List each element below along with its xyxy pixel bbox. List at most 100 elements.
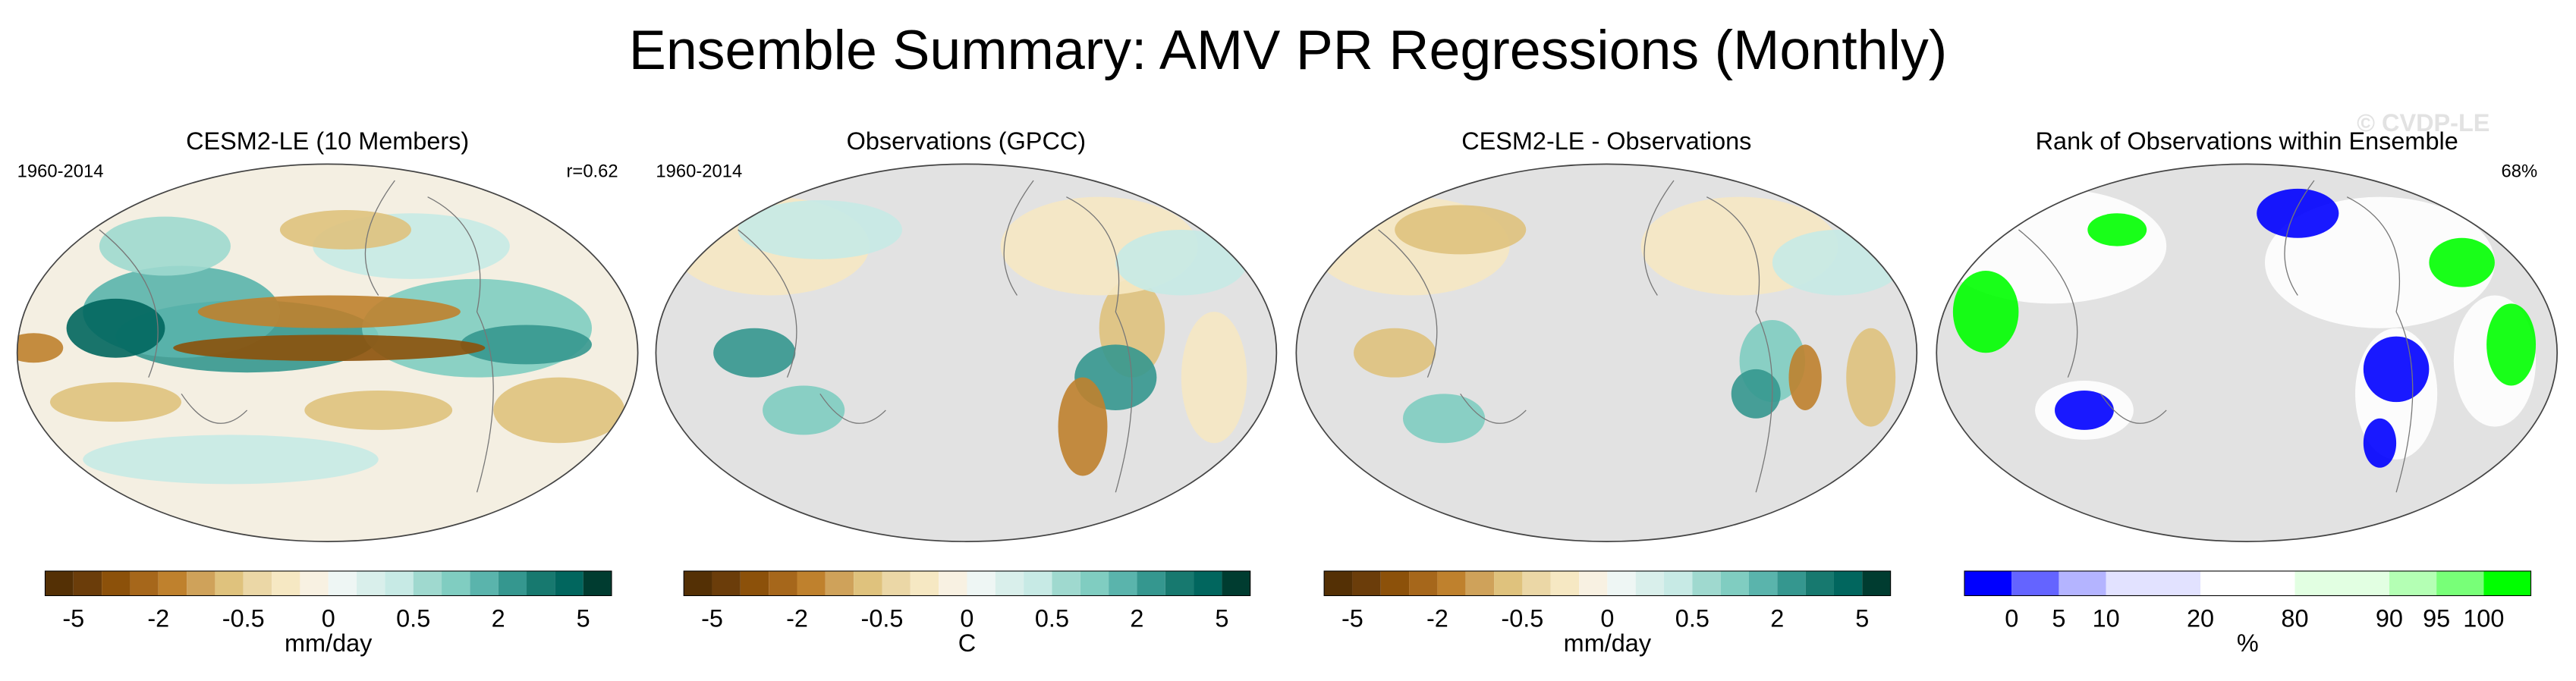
map-region — [1395, 205, 1527, 255]
colorbar-box — [470, 571, 499, 596]
colorbar-box — [1380, 571, 1410, 596]
watermark: © CVDP-LE — [2357, 109, 2490, 137]
colorbar-box — [1194, 571, 1222, 596]
colorbar-box — [102, 571, 131, 596]
colorbar-label: mm/day — [285, 629, 373, 657]
period-label: 1960-2014 — [656, 162, 742, 182]
coastline — [1378, 180, 1773, 493]
colorbar-box — [1409, 571, 1438, 596]
map-region — [738, 199, 902, 259]
period-label: 1960-2014 — [17, 162, 104, 182]
colorbar-box — [854, 571, 882, 596]
map-region — [493, 377, 625, 444]
colorbar-box — [1109, 571, 1137, 596]
colorbar-box — [1720, 571, 1750, 596]
map-region — [713, 328, 796, 378]
colorbar-box — [1964, 571, 2012, 596]
colorbar-box — [2106, 571, 2201, 596]
map-region — [49, 382, 182, 422]
map-region — [173, 334, 486, 362]
colorbar-tick-label: 5 — [1215, 605, 1228, 632]
colorbar-label: mm/day — [1564, 629, 1652, 657]
colorbar-tick-label: 5 — [2052, 605, 2065, 632]
map-region — [763, 385, 845, 435]
map-region — [1788, 344, 1822, 410]
map-region — [1115, 229, 1247, 296]
colorbar-box — [413, 571, 442, 596]
colorbar-box — [243, 571, 272, 596]
colorbar-box — [498, 571, 527, 596]
colorbar-tick-label: 5 — [1855, 605, 1869, 632]
panel-title: Observations (GPCC) — [847, 127, 1086, 155]
colorbar-tick-label: -2 — [1426, 605, 1448, 632]
colorbar-box — [995, 571, 1024, 596]
map-region — [304, 390, 453, 430]
colorbar-box — [797, 571, 826, 596]
colorbar-box — [2011, 571, 2059, 596]
map-border — [655, 163, 1278, 542]
colorbar-box — [272, 571, 300, 596]
colorbar-box — [2436, 571, 2484, 596]
colorbar-box — [967, 571, 995, 596]
colorbar-box — [2294, 571, 2389, 596]
colorbar-box — [1550, 571, 1580, 596]
colorbar-box — [2389, 571, 2437, 596]
colorbar-tick-label: 0 — [322, 605, 335, 632]
colorbar-tick-label: 0 — [960, 605, 973, 632]
colorbar-box — [1692, 571, 1721, 596]
map — [17, 164, 638, 542]
map-border — [1936, 163, 2559, 542]
map-region — [2486, 303, 2537, 386]
colorbar-box — [1222, 571, 1250, 596]
panel: Observations (GPCC) 1960-2014 -5 -2 -0.5 0 0.5… — [655, 127, 1278, 657]
map-region — [1772, 229, 1904, 296]
colorbar-box — [1494, 571, 1523, 596]
colorbar-tick-label: 0.5 — [1675, 605, 1709, 632]
colorbar-label: % — [2237, 629, 2259, 657]
map-region — [2363, 418, 2397, 468]
map-region — [2363, 336, 2430, 403]
colorbar-box — [158, 571, 187, 596]
coastline — [99, 180, 494, 493]
colorbar-label: C — [958, 629, 976, 657]
stat-label: r=0.62 — [567, 162, 618, 182]
map-region — [1402, 394, 1486, 444]
map — [656, 164, 1277, 542]
colorbar-tick-label: 80 — [2281, 605, 2308, 632]
colorbar-tick-label: -0.5 — [861, 605, 904, 632]
colorbar-box — [1052, 571, 1080, 596]
colorbar-box — [1165, 571, 1194, 596]
map-region — [2429, 237, 2495, 287]
colorbar-box — [2483, 571, 2531, 596]
colorbar-box — [442, 571, 470, 596]
colorbar-box — [1579, 571, 1608, 596]
colorbar-box — [215, 571, 244, 596]
map-border — [1295, 163, 1918, 542]
colorbar-tick-label: 10 — [2093, 605, 2120, 632]
colorbar-box — [1833, 571, 1863, 596]
map-region — [1181, 312, 1247, 444]
colorbar-box — [882, 571, 911, 596]
panel: CESM2-LE (10 Members) 1960-2014 r=0.62 -5 -2… — [16, 127, 639, 657]
panel-title: Rank of Observations within Ensemble — [2036, 127, 2458, 155]
map-region — [99, 216, 231, 276]
colorbar-box — [555, 571, 583, 596]
colorbar-box — [357, 571, 385, 596]
colorbar-box — [45, 571, 74, 596]
colorbar-box — [385, 571, 414, 596]
colorbar-box — [910, 571, 939, 596]
colorbar-tick-label: 0.5 — [1035, 605, 1069, 632]
colorbar-box — [1607, 571, 1636, 596]
map-region — [66, 298, 165, 358]
colorbar-box — [1777, 571, 1806, 596]
colorbar-tick-label: -0.5 — [222, 605, 265, 632]
colorbar-frame — [1323, 570, 1892, 597]
map-region — [1952, 271, 2019, 353]
colorbar-tick-label: -0.5 — [1501, 605, 1543, 632]
map-region — [2257, 188, 2339, 238]
colorbar-tick-label: -5 — [62, 605, 84, 632]
colorbar-box — [1352, 571, 1381, 596]
coastline — [2018, 180, 2414, 493]
colorbar-box — [740, 571, 769, 596]
colorbar-box — [1805, 571, 1834, 596]
